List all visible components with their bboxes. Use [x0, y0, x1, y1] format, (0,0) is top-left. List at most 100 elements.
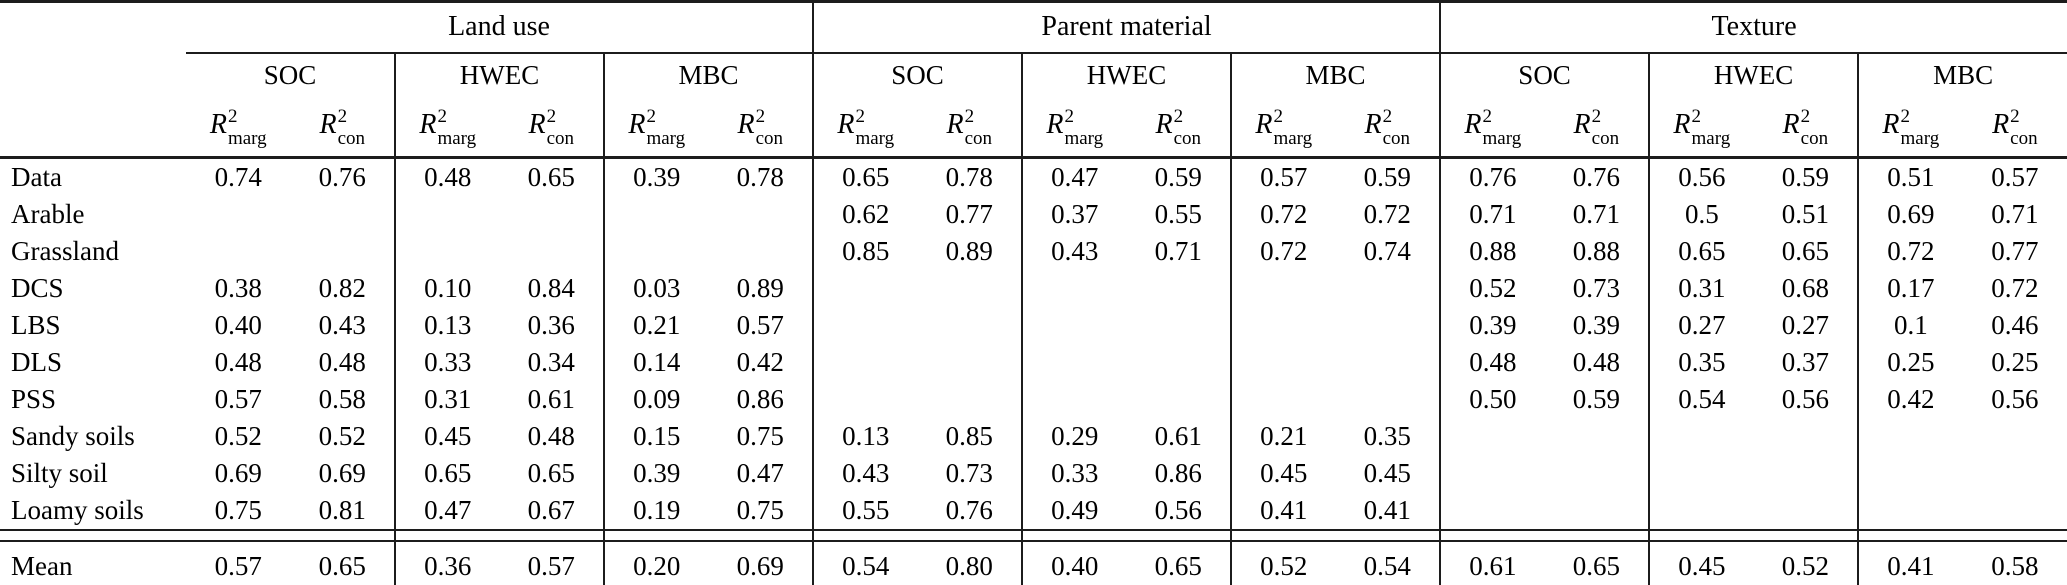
value-cell: 0.33: [394, 344, 500, 381]
metric-header: R 2 con: [1753, 98, 1859, 159]
value-cell: [1336, 344, 1441, 381]
metric-header: R 2 con: [1335, 98, 1441, 159]
r-squared-scripts: 2 con: [1801, 107, 1828, 148]
row-label: Data: [11, 161, 62, 192]
separator-cell: [1439, 529, 1545, 542]
separator-cell: [1648, 529, 1754, 542]
group-header: Land use: [186, 0, 814, 54]
value-cell: 0.69: [318, 457, 366, 488]
value-cell: [186, 196, 291, 233]
r-symbol: R: [1255, 108, 1273, 140]
r-superscript: 2: [1273, 105, 1283, 127]
value-cell: 0.72: [1230, 233, 1336, 270]
value-cell: 0.55: [1154, 198, 1202, 229]
value-cell: 0.86: [1154, 457, 1202, 488]
value-cell: 0.76: [1572, 161, 1620, 192]
double-rule-row: [0, 529, 2067, 542]
value-cell: 0.42: [736, 346, 784, 377]
value-cell: 0.48: [394, 157, 500, 196]
value-cell: 0.52: [1439, 270, 1545, 307]
r-symbol: R: [628, 108, 646, 140]
value-cell: 0.35: [1363, 420, 1411, 451]
value-cell: 0.54: [1335, 541, 1441, 585]
group-header: Parent material: [812, 0, 1441, 54]
value-cell: 0.33: [1021, 455, 1127, 492]
value-cell: 0.48: [1439, 344, 1545, 381]
value-cell: [1963, 418, 2067, 455]
r-superscript: 2: [1382, 105, 1393, 127]
r-symbol: R: [1882, 108, 1900, 140]
value-cell: 0.43: [318, 309, 366, 340]
value-cell: 0.45: [1230, 455, 1336, 492]
value-cell: 0.80: [917, 541, 1023, 585]
value-cell: 0.86: [736, 383, 784, 414]
value-cell: [1439, 492, 1545, 530]
r-squared-symbol: R 2 marg: [419, 107, 476, 148]
subgroup-header: MBC: [1857, 53, 2067, 98]
value-cell: 0.73: [1572, 272, 1620, 303]
value-cell: 0.13: [394, 307, 500, 344]
value-cell: 0.57: [736, 309, 784, 340]
value-cell: 0.69: [1857, 196, 1963, 233]
r-squared-scripts: 2 marg: [437, 107, 476, 148]
separator-cell: [1544, 529, 1650, 542]
value-cell: 0.46: [1991, 309, 2039, 340]
row-label: Silty soil: [11, 457, 108, 488]
r-squared-symbol: R 2 marg: [1046, 107, 1103, 148]
r-symbol: R: [837, 108, 855, 140]
value-cell: 0.36: [394, 541, 500, 585]
value-cell: 0.45: [394, 418, 500, 455]
value-cell: [603, 233, 709, 270]
value-cell: 0.88: [1572, 235, 1620, 266]
r-symbol: R: [1573, 108, 1591, 140]
row-label: Mean: [0, 541, 186, 585]
value-cell: 0.65: [1648, 233, 1754, 270]
value-cell: 0.65: [812, 157, 918, 196]
value-cell: 0.51: [1857, 157, 1963, 196]
value-cell: [812, 344, 918, 381]
table-row: Data 0.74 0.76 0.48 0.65 0.39 0.78 0.65 0.78 0.47…: [0, 157, 2067, 196]
value-cell: [1336, 307, 1441, 344]
r-subscript: marg: [1064, 127, 1104, 149]
separator-cell: [186, 529, 291, 542]
separator-cell: [1230, 529, 1336, 542]
corner-spacer: [0, 53, 186, 98]
r-symbol: R: [1673, 108, 1691, 140]
r-squared-symbol: R 2 con: [1783, 107, 1829, 148]
value-cell: 0.38: [214, 272, 262, 303]
value-cell: 0.58: [1962, 541, 2067, 585]
table-row: Loamy soils 0.75 0.81 0.47 0.67 0.19 0.75 0.55 0…: [0, 492, 2067, 530]
r-subscript: marg: [1691, 127, 1731, 149]
separator-cell: [1126, 529, 1232, 542]
value-cell: 0.85: [945, 420, 993, 451]
table-head: Land use Parent material Texture SOC HWEC MBC…: [0, 0, 2067, 159]
separator-cell: [499, 529, 604, 542]
value-cell: 0.57: [1991, 161, 2039, 192]
metric-header: R 2 marg: [1648, 98, 1754, 159]
value-cell: 0.29: [1021, 418, 1127, 455]
value-cell: [1963, 455, 2067, 492]
value-cell: 0.45: [1363, 457, 1411, 488]
value-cell: 0.47: [1021, 157, 1127, 196]
value-cell: 0.52: [214, 420, 262, 451]
r-symbol: R: [1992, 108, 2010, 140]
value-cell: 0.59: [1572, 383, 1620, 414]
metric-header: R 2 con: [708, 98, 814, 159]
r-subscript: marg: [437, 127, 477, 149]
metric-header: R 2 con: [499, 98, 604, 159]
value-cell: 0.31: [1648, 270, 1754, 307]
value-cell: [1648, 418, 1754, 455]
table-row: Grassland 0.85 0.89 0.43 0.71 0.72 0.74 0.88 0.8…: [0, 233, 2067, 270]
separator-cell: [0, 529, 186, 542]
value-cell: 0.77: [1991, 235, 2039, 266]
subgroup-header: HWEC: [1021, 53, 1232, 98]
metric-header: R 2 marg: [1439, 98, 1545, 159]
r-symbol: R: [419, 108, 437, 140]
value-cell: 0.65: [290, 541, 395, 585]
separator-cell: [917, 529, 1023, 542]
separator-cell: [812, 529, 918, 542]
r-squared-scripts: 2 con: [547, 107, 574, 148]
value-cell: 0.27: [1781, 309, 1829, 340]
r-superscript: 2: [1173, 105, 1184, 127]
